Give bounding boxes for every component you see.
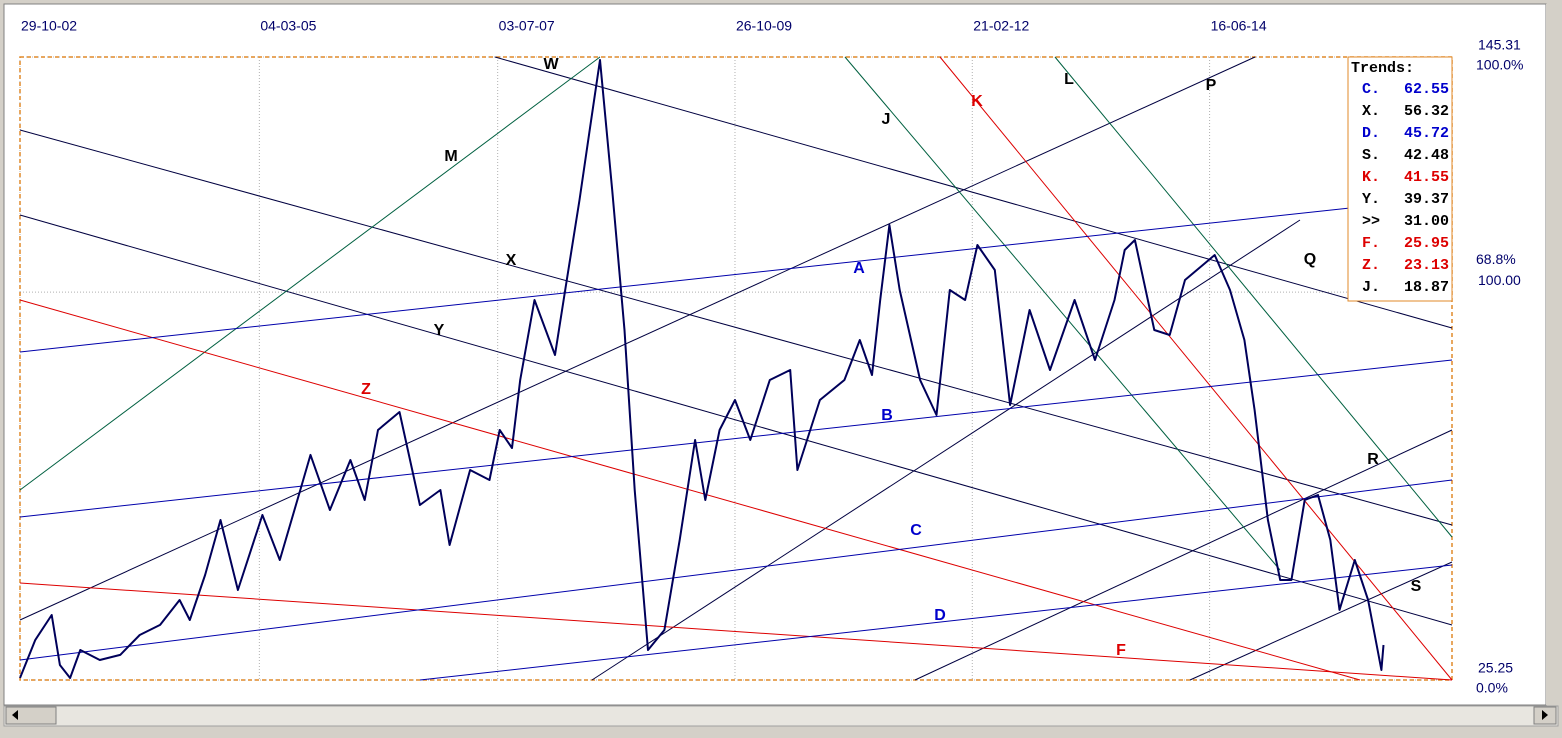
scroll-track[interactable] — [3, 705, 1559, 727]
scroll-left-arrow[interactable] — [12, 710, 18, 720]
legend-name: C. — [1362, 81, 1380, 98]
trend-lines — [19, 56, 1453, 681]
trend-line-label: F — [1116, 642, 1126, 659]
trend-line — [494, 56, 1453, 329]
trend-line-label: Y — [434, 322, 445, 339]
legend-value: 56.32 — [1404, 103, 1449, 120]
grid — [19, 56, 1453, 681]
legend-name: Z. — [1362, 257, 1380, 274]
trend-line — [19, 56, 601, 491]
trend-line-label: A — [853, 260, 865, 277]
trend-line — [19, 582, 1453, 681]
legend-value: 42.48 — [1404, 147, 1449, 164]
trend-line — [591, 219, 1301, 681]
legend-value: 23.13 — [1404, 257, 1449, 274]
legend-value: 18.87 — [1404, 279, 1449, 296]
trend-line — [19, 359, 1453, 518]
x-tick-label: 21-02-12 — [973, 18, 1029, 34]
legend-value: 25.95 — [1404, 235, 1449, 252]
x-tick-label: 16-06-14 — [1211, 18, 1267, 34]
legend-name: K. — [1362, 169, 1380, 186]
scrollbar[interactable] — [3, 705, 1559, 727]
legend-value: 41.55 — [1404, 169, 1449, 186]
legend-value: 45.72 — [1404, 125, 1449, 142]
trend-line-label: S — [1411, 578, 1422, 595]
trend-line-label: Z — [361, 381, 371, 398]
x-tick-label: 03-07-07 — [499, 18, 555, 34]
trend-line — [19, 207, 1351, 353]
trend-line-label: K — [971, 93, 983, 110]
trend-line-label: Q — [1304, 251, 1316, 268]
trend-line-label: W — [543, 56, 559, 73]
legend-value: 31.00 — [1404, 213, 1449, 230]
trend-line — [419, 564, 1453, 681]
legend-name: F. — [1362, 235, 1380, 252]
y-tick-label: 25.25 — [1478, 660, 1513, 676]
legend-name: >> — [1362, 213, 1380, 230]
trend-line-labels: W M X Y Z J K L P Q R S A B C D F — [361, 56, 1422, 659]
trend-line-label: B — [881, 407, 893, 424]
trend-line — [1054, 56, 1453, 538]
x-tick-label: 26-10-09 — [736, 18, 792, 34]
trends-legend: Trends: C. 62.55 X. 56.32 D. 45.72 S. 42.48 K. 41… — [1347, 56, 1453, 302]
trend-line-label: P — [1206, 77, 1217, 94]
trend-line-label: J — [882, 111, 891, 128]
legend-name: S. — [1362, 147, 1380, 164]
y2-tick-label: 0.0% — [1476, 680, 1508, 696]
trend-line-label: C — [910, 522, 922, 539]
scroll-thumb[interactable] — [5, 706, 57, 725]
trend-line-label: D — [934, 607, 946, 624]
x-tick-label: 29-10-02 — [21, 18, 77, 34]
legend-name: J. — [1362, 279, 1380, 296]
scroll-right-arrow[interactable] — [1542, 710, 1548, 720]
legend-value: 39.37 — [1404, 191, 1449, 208]
trend-line-label: X — [506, 252, 517, 269]
trend-line — [914, 429, 1453, 681]
legend-value: 62.55 — [1404, 81, 1449, 98]
trend-line-label: L — [1064, 71, 1074, 88]
trend-line — [19, 299, 1361, 681]
y2-tick-label: 100.0% — [1476, 57, 1523, 73]
x-tick-label: 04-03-05 — [260, 18, 316, 34]
legend-name: D. — [1362, 125, 1380, 142]
price-line — [19, 59, 1385, 679]
y-tick-label: 145.31 — [1478, 37, 1521, 53]
trend-line — [19, 479, 1453, 661]
trend-line-label: M — [444, 148, 457, 165]
trend-line — [19, 129, 1453, 526]
y-tick-label: 100.00 — [1478, 272, 1521, 288]
side-panel — [1546, 4, 1558, 705]
trend-line — [844, 56, 1281, 571]
y2-tick-label: 68.8% — [1476, 251, 1516, 267]
trend-line — [939, 56, 1453, 681]
legend-name: X. — [1362, 103, 1380, 120]
trend-line — [19, 56, 1256, 621]
chart-background — [3, 3, 1547, 706]
plot-border — [19, 56, 1453, 681]
trend-line — [1189, 561, 1453, 681]
legend-box — [1347, 56, 1453, 302]
legend-title: Trends: — [1351, 60, 1414, 77]
trend-line-label: R — [1367, 451, 1379, 468]
legend-name: Y. — [1362, 191, 1380, 208]
trend-line — [19, 214, 1453, 626]
